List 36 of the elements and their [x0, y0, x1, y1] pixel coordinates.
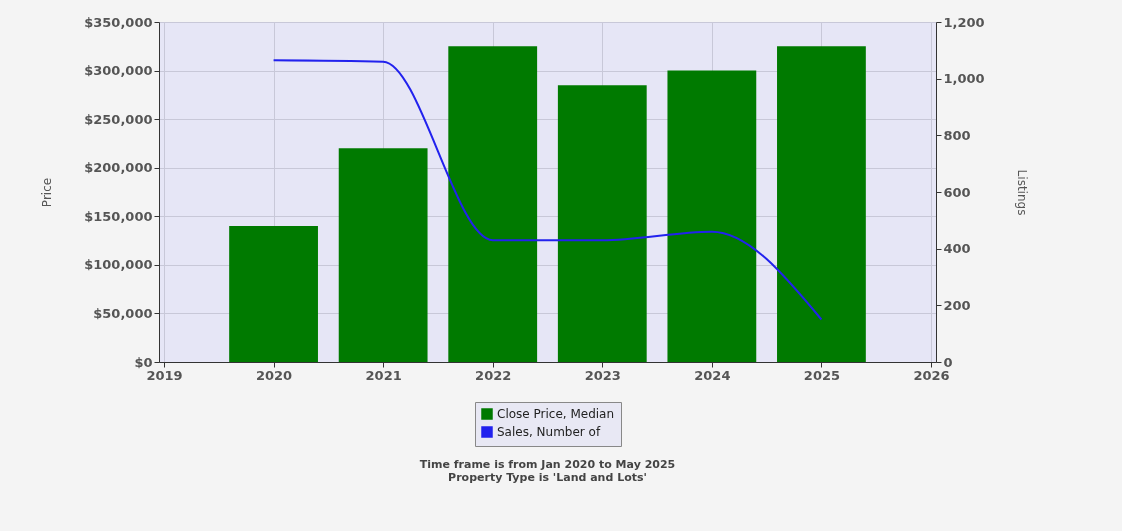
y2-tick-label: 400 — [943, 241, 971, 257]
y-axis-title: Price — [40, 177, 55, 208]
x-tick-label: 2023 — [584, 367, 621, 383]
text: Property Type is 'Land and Lots' — [448, 470, 647, 484]
x-tick-label: 2025 — [803, 367, 841, 383]
x-tick-label: 2019 — [146, 367, 183, 383]
x-tick-label: 2022 — [475, 367, 512, 383]
legend-label: Close Price, Median — [497, 407, 615, 421]
y-tick-label: $150,000 — [84, 208, 153, 224]
y-tick-label: $0 — [134, 354, 153, 370]
y2-tick-label: 0 — [943, 354, 953, 370]
y-tick-label: $50,000 — [93, 305, 153, 321]
bar — [448, 46, 538, 362]
y-tick-label: $250,000 — [84, 111, 153, 127]
y2-axis-title: Listings — [1014, 169, 1029, 216]
y-tick-label: $100,000 — [84, 257, 153, 273]
text: Time frame is from Jan 2020 to May 2025 — [419, 457, 676, 471]
y-tick-label: $200,000 — [84, 160, 153, 176]
bar — [338, 148, 428, 362]
y2-tick-label: 1,000 — [943, 71, 985, 87]
bar — [229, 226, 318, 362]
y-tick-label: $300,000 — [84, 63, 153, 79]
y2-tick-label: 200 — [943, 297, 971, 313]
y2-tick-label: 800 — [943, 127, 971, 143]
bar — [667, 70, 757, 362]
legend-label: Sales, Number of — [497, 425, 601, 439]
x-tick-label: 2020 — [255, 367, 293, 383]
line-series — [272, 59, 823, 321]
bar — [777, 46, 866, 362]
x-tick-label: 2024 — [694, 367, 731, 383]
bar — [557, 85, 647, 362]
y2-tick-label: 600 — [943, 184, 971, 200]
y-tick-label: $350,000 — [84, 14, 153, 30]
y2-tick-label: 1,200 — [943, 14, 985, 30]
x-tick-label: 2021 — [365, 367, 402, 383]
x-tick-label: 2026 — [913, 367, 950, 383]
